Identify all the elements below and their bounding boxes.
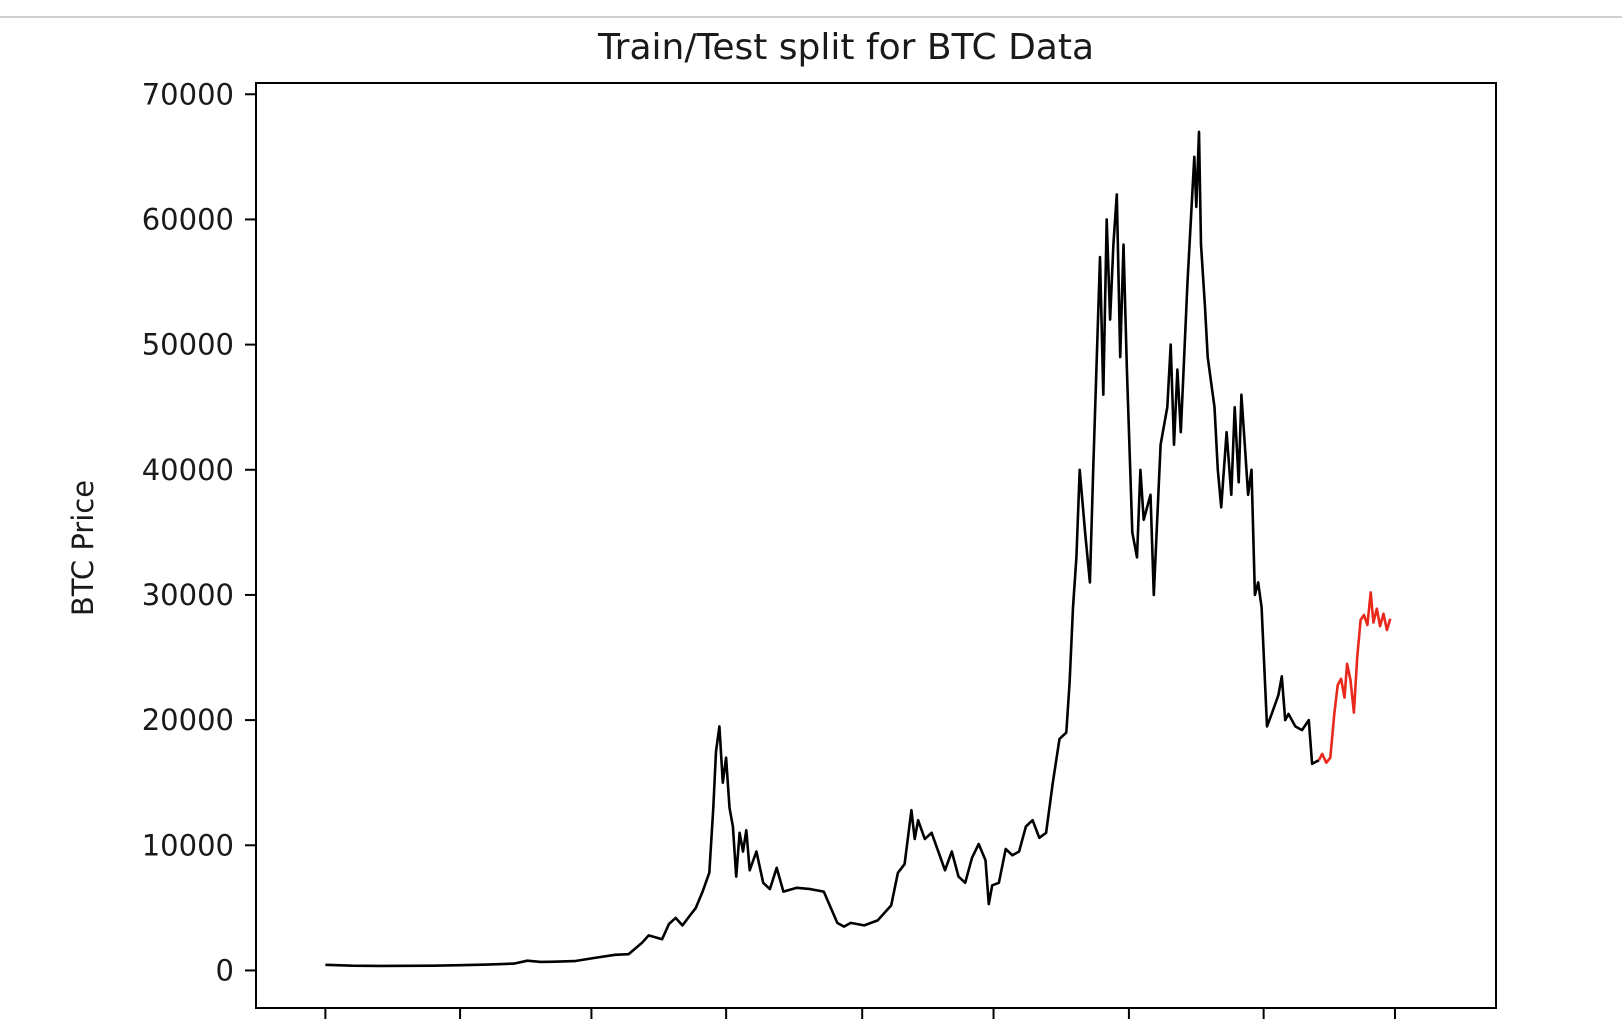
- y-axis-label: BTC Price: [66, 480, 100, 616]
- y-axis-ticks: 0 10000 20000 30000 40000 50000 60000 70000: [142, 77, 256, 987]
- y-tick-label: 60000: [142, 202, 234, 236]
- train-series-line: [325, 130, 1320, 968]
- chart-title: Train/Test split for BTC Data: [597, 27, 1094, 68]
- test-series-line: [1317, 591, 1392, 765]
- top-divider: [0, 16, 1622, 18]
- y-tick-label: 40000: [142, 453, 234, 487]
- series-layer: [325, 130, 1392, 968]
- y-tick-label: 70000: [142, 77, 234, 111]
- x-axis-ticks: [324, 1008, 1396, 1019]
- y-tick-label: 30000: [142, 578, 234, 612]
- y-tick-label: 20000: [142, 703, 234, 737]
- y-tick-label: 50000: [142, 328, 234, 362]
- y-tick-label: 0: [216, 953, 234, 987]
- y-tick-label: 10000: [142, 828, 234, 862]
- plot-area-frame: [255, 82, 1497, 1009]
